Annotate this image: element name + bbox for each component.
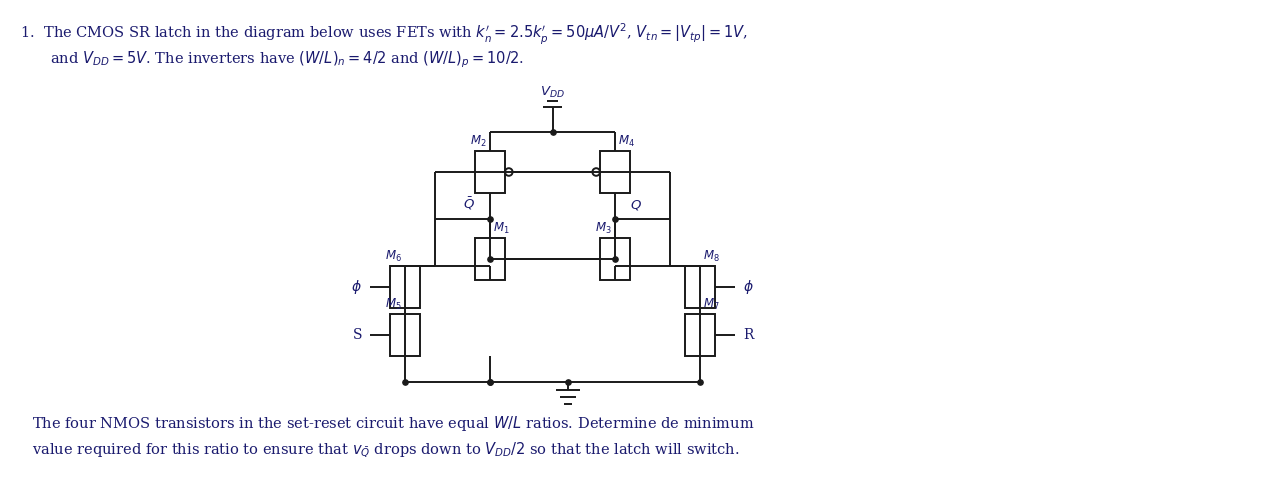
Text: $M_2$: $M_2$	[470, 134, 487, 149]
Text: The four NMOS transistors in the set-reset circuit have equal $W/L$ ratios. Dete: The four NMOS transistors in the set-res…	[32, 414, 754, 433]
Text: 1.  The CMOS SR latch in the diagram below uses FETs with $k_n^{\prime} = 2.5k_p: 1. The CMOS SR latch in the diagram belo…	[20, 22, 748, 47]
Text: $\phi$: $\phi$	[743, 278, 754, 296]
Bar	[600, 238, 631, 280]
Text: $\phi$: $\phi$	[352, 278, 362, 296]
Text: $M_1$: $M_1$	[493, 221, 510, 236]
Text: $\bar{Q}$: $\bar{Q}$	[462, 195, 475, 212]
Text: $M_8$: $M_8$	[703, 249, 720, 264]
Bar	[475, 151, 505, 193]
Bar	[685, 314, 715, 356]
Text: value required for this ratio to ensure that $v_{\bar{Q}}$ drops down to $V_{DD}: value required for this ratio to ensure …	[32, 441, 739, 460]
Bar	[390, 314, 420, 356]
Bar	[600, 151, 631, 193]
Text: and $V_{DD} = 5V$. The inverters have $(W/L)_n = 4/2$ and $(W/L)_p = 10/2$.: and $V_{DD} = 5V$. The inverters have $(…	[50, 49, 524, 70]
Bar	[475, 238, 505, 280]
Text: $M_3$: $M_3$	[595, 221, 612, 236]
Bar	[685, 266, 715, 308]
Text: $V_{DD}$: $V_{DD}$	[540, 84, 564, 99]
Text: $M_6$: $M_6$	[385, 249, 401, 264]
Text: $M_5$: $M_5$	[385, 297, 401, 312]
Text: S: S	[353, 328, 362, 342]
Text: $M_7$: $M_7$	[703, 297, 720, 312]
Text: R: R	[743, 328, 753, 342]
Text: $Q$: $Q$	[631, 198, 642, 212]
Text: $M_4$: $M_4$	[618, 134, 634, 149]
Bar	[390, 266, 420, 308]
